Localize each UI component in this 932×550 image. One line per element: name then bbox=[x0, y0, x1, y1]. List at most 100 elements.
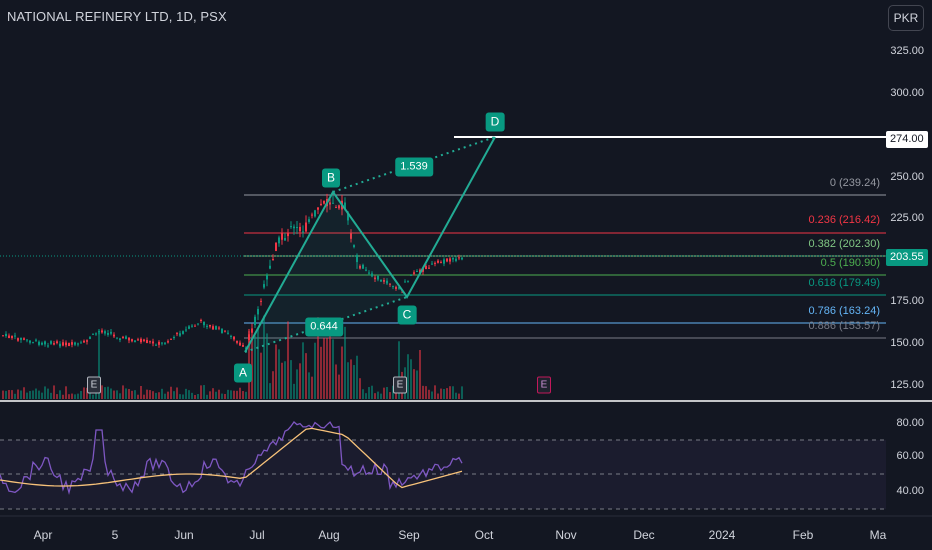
candle-body bbox=[461, 257, 463, 260]
volume-bar bbox=[332, 339, 334, 399]
volume-bar bbox=[413, 369, 415, 399]
currency-button[interactable]: PKR bbox=[888, 5, 924, 31]
target-price-tag: 274.00 bbox=[886, 131, 928, 148]
volume-bar bbox=[146, 389, 148, 399]
candle-body bbox=[134, 340, 136, 343]
candle-body bbox=[143, 339, 145, 341]
candle-body bbox=[68, 343, 70, 347]
candle-body bbox=[242, 345, 244, 347]
candle-body bbox=[347, 212, 349, 221]
volume-bar bbox=[263, 315, 265, 399]
candle-body bbox=[29, 340, 31, 343]
volume-bar bbox=[353, 365, 355, 399]
candle-body bbox=[167, 341, 169, 343]
candle-body bbox=[113, 334, 115, 337]
volume-bar bbox=[149, 390, 151, 399]
volume-bar bbox=[290, 360, 292, 399]
volume-bar bbox=[410, 359, 412, 399]
volume-bar bbox=[347, 362, 349, 399]
candle-body bbox=[128, 337, 130, 341]
time-axis-label: 5 bbox=[111, 528, 119, 542]
candle-body bbox=[20, 337, 22, 340]
pattern-point-b[interactable]: B bbox=[321, 168, 341, 188]
candle-body bbox=[254, 316, 256, 326]
volume-bar bbox=[20, 390, 22, 399]
volume-bar bbox=[275, 344, 277, 399]
volume-bar bbox=[50, 392, 52, 399]
volume-bar bbox=[329, 322, 331, 399]
candle-body bbox=[413, 272, 415, 274]
candle-body bbox=[56, 341, 58, 344]
candle-body bbox=[293, 226, 295, 229]
candle-body bbox=[14, 335, 16, 337]
candle-body bbox=[80, 342, 82, 344]
volume-bar bbox=[269, 383, 271, 399]
candle-body bbox=[455, 258, 457, 261]
volume-bar bbox=[137, 394, 139, 399]
candle-body bbox=[59, 343, 61, 347]
volume-bar bbox=[23, 387, 25, 399]
symbol-title: NATIONAL REFINERY LTD, 1D, PSX bbox=[7, 9, 227, 24]
rsi-axis-label: 40.00 bbox=[896, 485, 924, 497]
pattern-point-a[interactable]: A bbox=[233, 363, 253, 383]
candle-body bbox=[8, 335, 10, 339]
earnings-badge-upcoming[interactable]: E bbox=[537, 376, 551, 394]
volume-bar bbox=[326, 337, 328, 399]
candle-body bbox=[422, 268, 424, 272]
volume-bar bbox=[173, 391, 175, 399]
volume-bar bbox=[260, 352, 262, 399]
candle-body bbox=[35, 339, 37, 341]
volume-bar bbox=[62, 394, 64, 399]
candle-body bbox=[392, 285, 394, 287]
candle-body bbox=[260, 300, 262, 302]
volume-bar bbox=[299, 363, 301, 399]
candle-body bbox=[71, 342, 73, 345]
volume-bar bbox=[374, 393, 376, 399]
volume-bar bbox=[203, 385, 205, 399]
volume-bar bbox=[311, 376, 313, 399]
candle-body bbox=[296, 226, 298, 228]
volume-bar bbox=[83, 387, 85, 399]
candle-body bbox=[11, 335, 13, 339]
time-axis-label: Jul bbox=[249, 528, 265, 542]
candle-body bbox=[359, 265, 361, 269]
volume-bar bbox=[443, 388, 445, 399]
volume-bar bbox=[377, 391, 379, 399]
earnings-badge[interactable]: E bbox=[87, 376, 101, 394]
candle-body bbox=[407, 280, 409, 282]
candle-body bbox=[377, 275, 379, 280]
volume-bar bbox=[32, 390, 34, 399]
volume-bar bbox=[302, 342, 304, 399]
candle-body bbox=[302, 231, 304, 233]
volume-bar bbox=[86, 387, 88, 399]
volume-bar bbox=[68, 394, 70, 399]
pattern-point-c[interactable]: C bbox=[397, 305, 417, 325]
earnings-badge[interactable]: E bbox=[393, 376, 407, 394]
volume-bar bbox=[233, 390, 235, 399]
volume-bar bbox=[212, 388, 214, 399]
candle-body bbox=[149, 341, 151, 343]
volume-bar bbox=[368, 387, 370, 399]
volume-bar bbox=[218, 389, 220, 399]
candle-body bbox=[215, 326, 217, 330]
candle-body bbox=[338, 205, 340, 209]
candle-body bbox=[353, 245, 355, 248]
volume-bar bbox=[98, 329, 100, 399]
volume-bar bbox=[26, 392, 28, 399]
volume-bar bbox=[314, 342, 316, 399]
time-axis-label: Apr bbox=[33, 528, 53, 542]
candle-body bbox=[17, 338, 19, 341]
volume-bar bbox=[272, 371, 274, 399]
volume-bar bbox=[152, 391, 154, 399]
pattern-ratio-ac[interactable]: 0.644 bbox=[305, 317, 343, 337]
candle-body bbox=[428, 267, 430, 269]
candle-body bbox=[323, 200, 325, 204]
candle-body bbox=[227, 332, 229, 334]
candle-body bbox=[398, 287, 400, 289]
price-axis-label: 175.00 bbox=[890, 295, 924, 307]
candle-body bbox=[311, 214, 313, 216]
rsi-ma-line bbox=[0, 427, 463, 489]
pattern-ratio-bd[interactable]: 1.539 bbox=[395, 157, 433, 177]
pattern-point-d[interactable]: D bbox=[485, 112, 505, 132]
